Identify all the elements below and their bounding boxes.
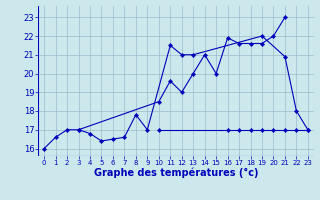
X-axis label: Graphe des températures (°c): Graphe des températures (°c) [94, 168, 258, 178]
